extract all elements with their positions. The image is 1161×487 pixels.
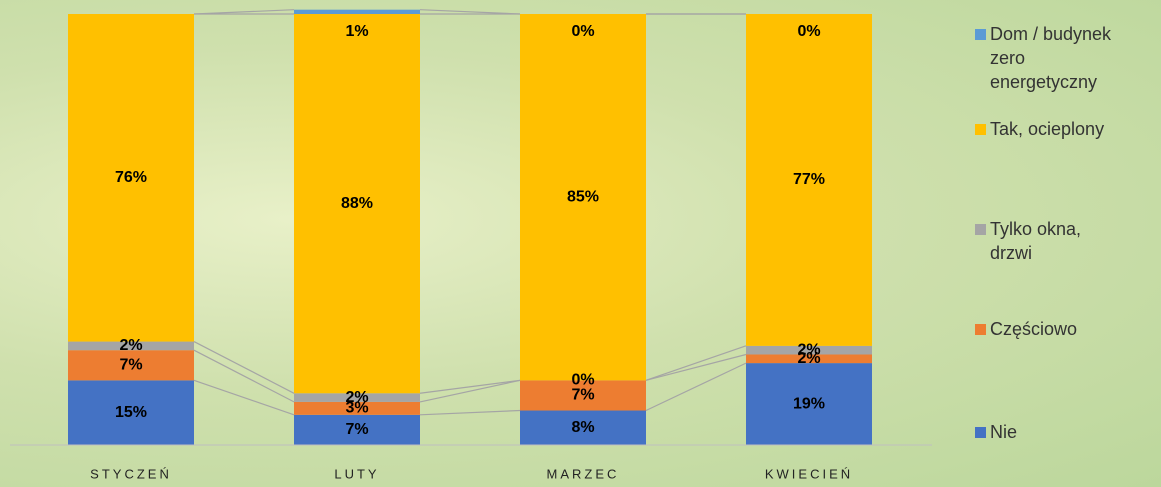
legend-item: Tak, ocieplony [975,117,1160,141]
chart: 15%7%8%19%7%3%7%2%2%2%0%2%76%88%85%77%1%… [0,0,960,487]
legend-label: Tak, ocieplony [990,117,1104,141]
legend-item: Nie [975,420,1160,444]
value-label: 0% [797,23,820,40]
x-tick-label: LUTY [334,466,379,481]
value-label: 19% [793,395,825,412]
value-label: 2% [119,337,142,354]
value-label: 0% [571,23,594,40]
value-label: 85% [567,188,599,205]
legend-label: Dom / budynek zero energetyczny [990,22,1120,94]
legend-item: Tylko okna, drzwi [975,217,1160,265]
legend-swatch [975,427,986,438]
value-label: 88% [341,195,373,212]
value-label: 8% [571,419,594,436]
bars [68,10,872,445]
value-label: 1% [345,23,368,40]
value-label: 0% [571,372,594,389]
x-tick-label: KWIECIEŃ [765,466,853,481]
legend-item: Dom / budynek zero energetyczny [975,22,1160,94]
series-lines [194,10,746,415]
value-label: 77% [793,171,825,188]
legend-label: Nie [990,420,1017,444]
series-line [194,10,294,14]
series-line [420,10,520,14]
page: 15%7%8%19%7%3%7%2%2%2%0%2%76%88%85%77%1%… [0,0,1161,487]
series-line [646,354,746,380]
legend-swatch [975,29,986,40]
value-label: 15% [115,404,147,421]
value-label: 7% [345,421,368,438]
value-label: 7% [571,387,594,404]
series-line [194,350,294,402]
legend-swatch [975,224,986,235]
x-tick-label: MARZEC [547,466,620,481]
legend-item: Częściowo [975,317,1160,341]
legend-label: Częściowo [990,317,1077,341]
bar-segment [294,10,420,14]
value-label: 2% [345,389,368,406]
series-line [420,411,520,415]
value-label: 7% [119,356,142,373]
legend-swatch [975,124,986,135]
x-tick-label: STYCZEŃ [90,466,172,481]
value-label: 76% [115,169,147,186]
series-line [646,346,746,380]
series-line [646,363,746,410]
value-label: 2% [797,341,820,358]
legend-label: Tylko okna, drzwi [990,217,1100,265]
legend-swatch [975,324,986,335]
